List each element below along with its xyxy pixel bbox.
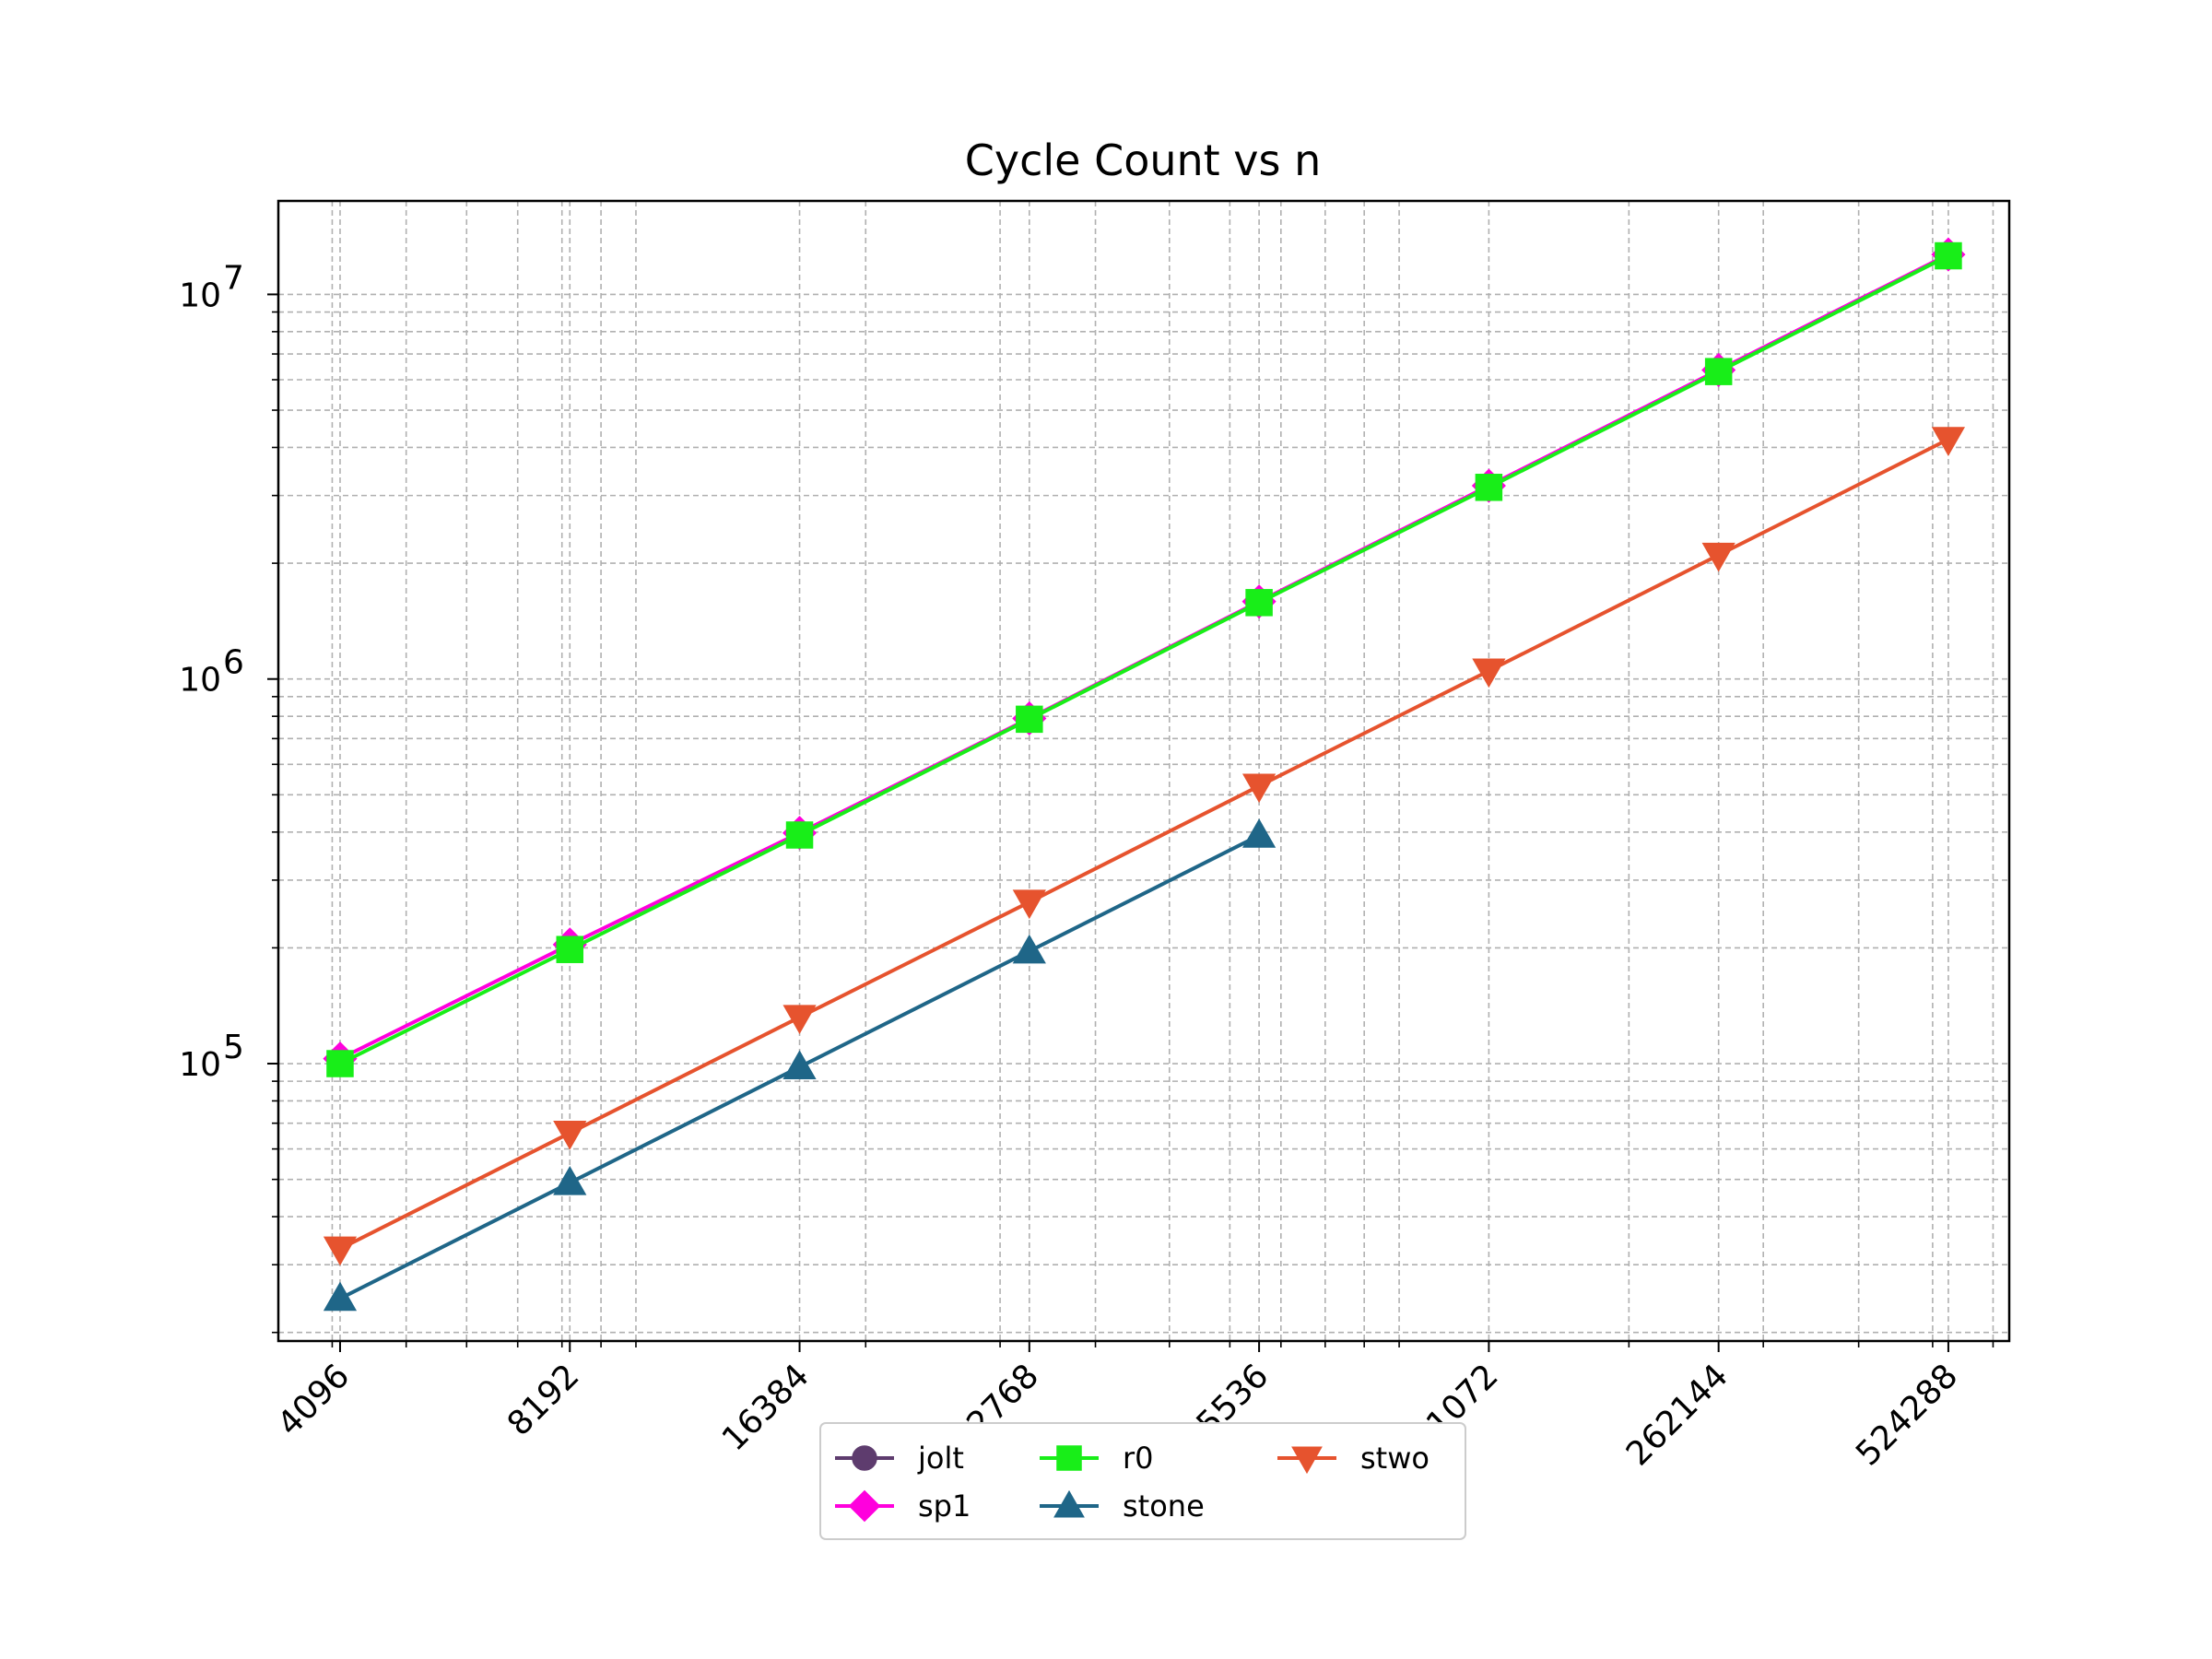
x-tick-label: 16384 — [715, 1357, 817, 1458]
legend-label: stwo — [1360, 1441, 1430, 1476]
y-tick-label: 10 7 — [179, 259, 244, 314]
legend-item-r0: r0 — [1040, 1441, 1154, 1476]
y-tick-label: 10 6 — [179, 644, 244, 700]
data-point-stone — [553, 1165, 587, 1195]
data-point-stwo — [1012, 889, 1046, 920]
legend-marker — [852, 1445, 877, 1471]
plot-frame — [276, 199, 2011, 1343]
series-layer — [323, 237, 1966, 1312]
data-point-r0 — [1935, 241, 1962, 270]
data-point-stone — [323, 1281, 358, 1312]
y-tick-label-base: 10 — [179, 276, 221, 314]
data-point-stwo — [1472, 658, 1506, 688]
legend-marker — [848, 1489, 881, 1523]
y-tick-label-exponent: 5 — [223, 1029, 244, 1066]
data-point-r0 — [785, 821, 814, 849]
data-point-stone — [1012, 934, 1046, 964]
data-point-r0 — [326, 1050, 354, 1077]
y-tick-label-exponent: 7 — [223, 259, 244, 297]
y-tick-label: 10 5 — [179, 1029, 244, 1084]
axes: 4096 8192 16384 32768 65536 131072 262144 52428… — [179, 259, 1994, 1474]
legend-label: sp1 — [918, 1488, 971, 1524]
chart-title: Cycle Count vs n — [965, 135, 1322, 185]
series-stone — [323, 818, 1277, 1312]
series-line-r0 — [339, 253, 1949, 1065]
series-r0 — [326, 241, 1962, 1077]
legend-label: stone — [1123, 1488, 1205, 1524]
x-tick-label: 4096 — [271, 1357, 358, 1443]
data-point-stwo — [782, 1005, 817, 1035]
data-point-stwo — [323, 1236, 358, 1266]
legend-marker — [1056, 1445, 1082, 1471]
data-point-stwo — [1701, 542, 1735, 572]
data-point-r0 — [1245, 589, 1273, 617]
legend-item-stone: stone — [1040, 1488, 1205, 1524]
legend-item-sp1: sp1 — [835, 1488, 971, 1524]
legend-marker — [1291, 1446, 1323, 1475]
data-point-r0 — [1704, 358, 1733, 385]
legend: jolt sp1 r0 stone stwo — [819, 1422, 1466, 1540]
data-point-stwo — [1931, 427, 1966, 456]
x-tick-label: 524288 — [1849, 1357, 1965, 1473]
legend-item-jolt: jolt — [835, 1441, 964, 1476]
y-tick-label-base: 10 — [179, 662, 221, 700]
x-tick-label: 262144 — [1619, 1357, 1735, 1473]
legend-label: jolt — [917, 1441, 964, 1476]
legend-item-stwo: stwo — [1277, 1441, 1430, 1476]
series-line-stwo — [339, 437, 1949, 1251]
y-tick-label-exponent: 6 — [223, 644, 244, 682]
data-point-r0 — [1475, 474, 1503, 501]
data-point-r0 — [556, 935, 584, 963]
series-stwo — [323, 427, 1966, 1266]
data-point-r0 — [1016, 705, 1043, 734]
x-tick-label: 8192 — [500, 1357, 587, 1443]
data-point-stwo — [553, 1120, 587, 1150]
legend-marker — [1053, 1489, 1085, 1518]
legend-label: r0 — [1123, 1441, 1154, 1476]
data-point-stwo — [1242, 773, 1277, 804]
grid — [278, 201, 2009, 1341]
data-point-stone — [782, 1050, 817, 1080]
y-tick-label-base: 10 — [179, 1046, 221, 1084]
data-point-stone — [1242, 818, 1277, 848]
